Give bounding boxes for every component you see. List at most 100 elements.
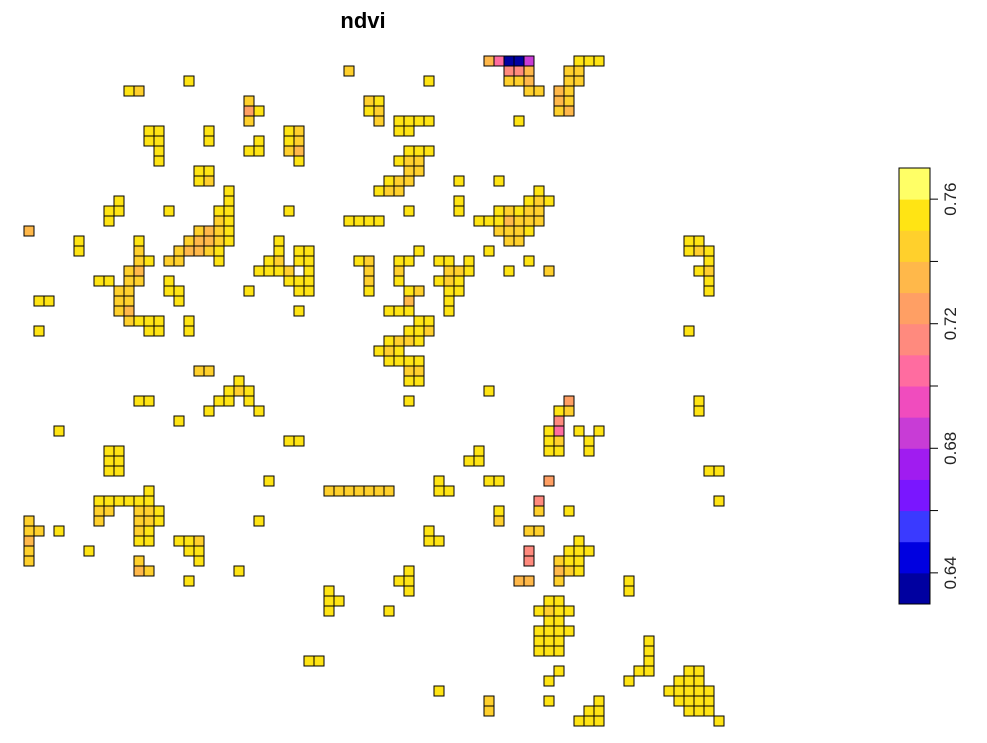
raster-cell bbox=[153, 155, 165, 167]
raster-cell bbox=[573, 425, 585, 437]
raster-cell bbox=[433, 485, 445, 497]
raster-cell bbox=[403, 115, 415, 127]
raster-cell bbox=[543, 265, 555, 277]
raster-cell bbox=[443, 305, 455, 317]
raster-cell bbox=[203, 225, 215, 237]
raster-cell bbox=[683, 245, 695, 257]
raster-cell bbox=[263, 475, 275, 487]
raster-cell bbox=[693, 235, 705, 247]
raster-cell bbox=[363, 255, 375, 267]
raster-cell bbox=[523, 215, 535, 227]
raster-cell bbox=[573, 535, 585, 547]
legend-color-step bbox=[899, 417, 930, 449]
raster-cell bbox=[543, 445, 555, 457]
raster-cell bbox=[563, 545, 575, 557]
raster-cell bbox=[133, 525, 145, 537]
raster-cell bbox=[453, 275, 465, 287]
raster-cell bbox=[103, 505, 115, 517]
raster-cell bbox=[513, 205, 525, 217]
raster-cell bbox=[143, 135, 155, 147]
raster-cell bbox=[143, 325, 155, 337]
raster-cell bbox=[253, 405, 265, 417]
raster-cell bbox=[143, 515, 155, 527]
raster-cell bbox=[523, 65, 535, 77]
raster-cell bbox=[253, 105, 265, 117]
raster-cell bbox=[103, 465, 115, 477]
legend-color-step bbox=[899, 230, 930, 262]
raster-cell bbox=[303, 655, 315, 667]
raster-cell bbox=[253, 135, 265, 147]
raster-cell bbox=[413, 285, 425, 297]
raster-cell bbox=[193, 365, 205, 377]
raster-cell bbox=[503, 75, 515, 87]
raster-cell bbox=[413, 365, 425, 377]
raster-cell bbox=[263, 255, 275, 267]
raster-cell bbox=[133, 495, 145, 507]
legend-color-step bbox=[899, 292, 930, 325]
raster-cell bbox=[533, 185, 545, 197]
raster-cell bbox=[43, 295, 55, 307]
raster-cell bbox=[693, 245, 705, 257]
raster-cell bbox=[703, 275, 715, 287]
raster-cell bbox=[513, 225, 525, 237]
raster-cell bbox=[673, 695, 685, 707]
raster-cell bbox=[193, 165, 205, 177]
raster-cell bbox=[533, 215, 545, 227]
raster-cell bbox=[403, 255, 415, 267]
raster-cell bbox=[133, 85, 145, 97]
raster-cell bbox=[403, 575, 415, 587]
raster-cell bbox=[363, 265, 375, 277]
raster-cell bbox=[683, 665, 695, 677]
raster-cell bbox=[133, 245, 145, 257]
raster-cell bbox=[533, 635, 545, 647]
raster-cell bbox=[33, 295, 45, 307]
raster-cell bbox=[233, 385, 245, 397]
raster-cell bbox=[643, 645, 655, 657]
raster-cell bbox=[123, 275, 135, 287]
raster-cell bbox=[583, 55, 595, 67]
raster-cell bbox=[153, 125, 165, 137]
raster-cell bbox=[553, 415, 565, 427]
raster-cell bbox=[283, 435, 295, 447]
raster-cell bbox=[383, 305, 395, 317]
chart-title: ndvi bbox=[340, 8, 385, 33]
raster-cell bbox=[693, 685, 705, 697]
raster-cell bbox=[493, 55, 505, 67]
raster-cell bbox=[133, 255, 145, 267]
raster-cell bbox=[703, 255, 715, 267]
raster-cell bbox=[563, 555, 575, 567]
raster-cell bbox=[563, 565, 575, 577]
raster-cell bbox=[583, 445, 595, 457]
legend-color-step bbox=[899, 479, 930, 512]
raster-cell bbox=[443, 295, 455, 307]
raster-cell bbox=[183, 75, 195, 87]
raster-cell bbox=[703, 265, 715, 277]
raster-cell bbox=[583, 715, 595, 727]
raster-cell bbox=[293, 145, 305, 157]
raster-cell bbox=[403, 375, 415, 387]
raster-cell bbox=[103, 275, 115, 287]
raster-cell bbox=[553, 635, 565, 647]
raster-cell bbox=[453, 175, 465, 187]
legend-color-step bbox=[899, 386, 930, 418]
raster-cell bbox=[213, 205, 225, 217]
raster-cell bbox=[123, 495, 135, 507]
raster-cell bbox=[523, 205, 535, 217]
raster-cell bbox=[673, 685, 685, 697]
raster-cell bbox=[123, 265, 135, 277]
raster-cell bbox=[143, 315, 155, 327]
raster-cell bbox=[383, 485, 395, 497]
raster-cell bbox=[643, 635, 655, 647]
raster-cell bbox=[173, 255, 185, 267]
raster-cell bbox=[393, 355, 405, 367]
raster-cell bbox=[153, 505, 165, 517]
raster-cell bbox=[293, 285, 305, 297]
raster-cell bbox=[433, 255, 445, 267]
raster-cell bbox=[23, 525, 35, 537]
raster-cell bbox=[553, 665, 565, 677]
legend-tick-label: 0.76 bbox=[941, 183, 960, 216]
raster-cell bbox=[463, 265, 475, 277]
raster-cell bbox=[703, 705, 715, 717]
raster-cell bbox=[483, 475, 495, 487]
raster-cell bbox=[373, 105, 385, 117]
